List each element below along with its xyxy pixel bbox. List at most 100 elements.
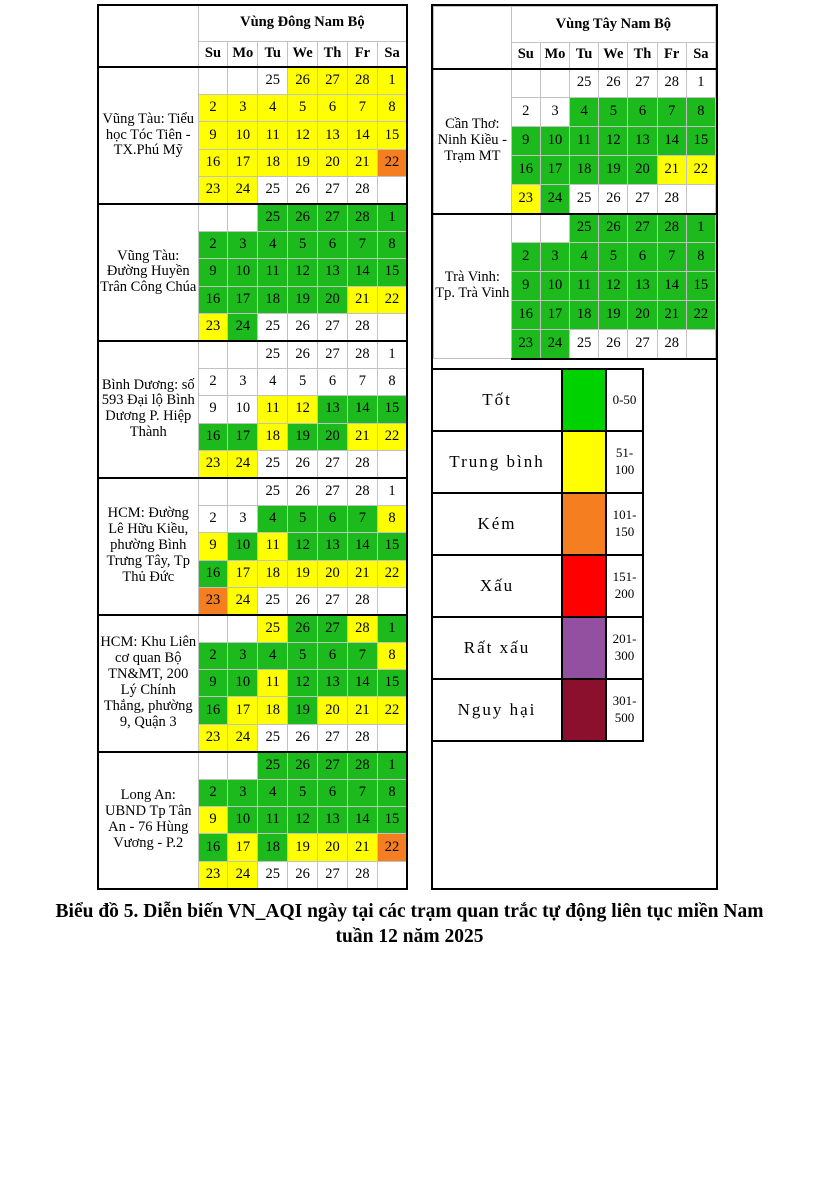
day-cell: 13 [317,806,348,835]
day-cell: 26 [287,449,319,479]
day-cell: 23 [197,176,229,205]
day-cell: 20 [317,559,348,588]
day-cell: 11 [257,395,289,424]
day-cell: 28 [346,449,378,479]
day-cell: 22 [376,422,408,451]
day-cell: 8 [376,367,408,397]
legend-range: 0-50 [605,368,644,432]
day-cell: 1 [376,339,408,369]
station-label: Vũng Tàu: Đường Huyền Trân Công Chúa [97,202,199,342]
legend-label: Xấu [431,554,563,618]
day-cell: 1 [376,476,408,506]
day-cell: 15 [376,669,408,698]
day-cell: 17 [539,300,571,330]
day-cell: 25 [257,65,289,95]
day-cell: 25 [569,67,600,98]
day-cell: 27 [317,586,348,616]
day-cell: 16 [197,696,229,725]
day-cell: 7 [346,778,378,808]
legend-label: Kém [431,492,563,556]
day-cell: 16 [197,285,229,315]
legend-range: 301-500 [605,678,644,742]
day-cell: 25 [257,476,289,506]
day-cell: 18 [257,285,289,315]
day-cell: 6 [627,242,658,272]
legend-swatch [561,616,607,680]
day-cell: 27 [317,65,348,95]
day-cell: 2 [197,93,229,123]
day-cell: 28 [346,613,378,643]
day-cell: 26 [598,67,629,98]
corner-cell [433,6,512,69]
day-cell: 18 [257,833,289,862]
legend-label: Rất xấu [431,616,563,680]
station-label: HCM: Đường Lê Hữu Kiều, phường Bình Trưn… [97,476,199,616]
day-cell: 3 [227,641,259,671]
day-cell: 24 [227,176,259,205]
day-cell: 24 [227,723,259,753]
day-cell: 5 [287,93,319,123]
day-cell: 19 [287,285,319,315]
day-cell: 20 [627,155,658,185]
legend-range: 151-200 [605,554,644,618]
day-header-cell: Mo [227,40,259,68]
day-cell: 27 [317,202,348,232]
day-cell: 9 [197,395,229,424]
day-cell: 7 [656,97,687,127]
day-cell: 8 [376,230,408,260]
day-cell [197,202,229,232]
day-cell: 21 [346,559,378,588]
day-cell: 10 [227,121,259,150]
day-cell: 18 [257,696,289,725]
calendar-table-tay-nam-bo: Vùng Tây Nam Bộ Su Mo Tu We Th Fr Sa Cần Thơ: Ni… [433,6,717,360]
day-cell [510,212,541,243]
day-cell: 16 [510,155,541,185]
day-cell: 17 [227,422,259,451]
corner-cell [97,4,199,68]
day-cell [197,339,229,369]
day-cell: 27 [317,613,348,643]
day-cell [376,586,408,616]
day-header-cell: Th [627,42,658,69]
day-cell: 14 [656,126,687,156]
day-cell [227,613,259,643]
day-cell: 4 [257,778,289,808]
day-cell: 13 [627,126,658,156]
legend-swatch [561,492,607,556]
day-cell: 18 [569,155,600,185]
day-cell [685,329,717,360]
day-cell: 12 [287,806,319,835]
day-cell: 1 [376,750,408,780]
day-cell: 6 [317,93,348,123]
day-cell: 28 [346,723,378,753]
day-cell: 17 [227,833,259,862]
day-cell: 28 [346,202,378,232]
day-cell: 22 [376,696,408,725]
day-cell: 9 [510,126,541,156]
day-cell: 2 [197,641,229,671]
day-cell: 4 [257,230,289,260]
day-cell: 27 [627,184,658,215]
day-cell: 23 [197,860,229,890]
day-cell: 11 [257,258,289,287]
day-cell: 14 [346,806,378,835]
day-cell: 5 [287,230,319,260]
day-cell: 9 [197,121,229,150]
day-cell: 8 [376,641,408,671]
day-cell: 28 [656,184,687,215]
day-cell: 9 [197,669,229,698]
day-cell: 28 [346,65,378,95]
day-cell: 16 [197,148,229,178]
day-cell: 27 [317,723,348,753]
legend-label: Nguy hại [431,678,563,742]
day-cell: 21 [656,300,687,330]
day-cell: 6 [627,97,658,127]
day-cell: 25 [257,723,289,753]
day-cell: 20 [317,285,348,315]
day-cell: 27 [317,476,348,506]
day-cell: 4 [569,242,600,272]
day-cell: 25 [257,313,289,342]
station-label: Long An: UBND Tp Tân An - 76 Hùng Vương … [97,750,199,890]
day-cell: 7 [346,367,378,397]
day-cell: 25 [257,750,289,780]
